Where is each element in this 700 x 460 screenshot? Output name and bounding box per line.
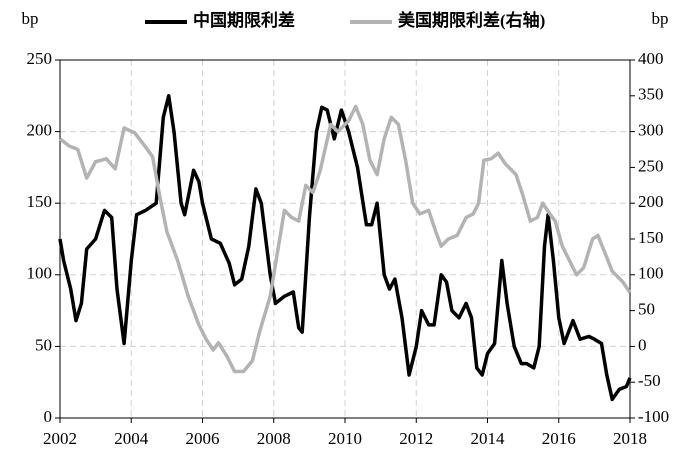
x-tick-label: 2004 <box>114 429 149 448</box>
y-tick-label: 100 <box>27 264 53 283</box>
y2-tick-label: 350 <box>638 85 664 104</box>
y2-tick-label: 200 <box>638 192 664 211</box>
y2-tick-label: 400 <box>638 49 664 68</box>
x-tick-label: 2012 <box>399 429 433 448</box>
x-tick-label: 2002 <box>43 429 77 448</box>
y-tick-label: 200 <box>27 121 53 140</box>
y2-tick-label: -50 <box>638 371 661 390</box>
y2-tick-label: 300 <box>638 121 664 140</box>
legend-label: 中国期限利差 <box>193 10 295 30</box>
line <box>58 94 632 402</box>
y2-tick-label: 50 <box>638 300 655 319</box>
x-tick-label: 2014 <box>471 429 506 448</box>
y-axis-label: bp <box>22 9 39 28</box>
y-tick-label: 150 <box>27 192 53 211</box>
y-tick-label: 0 <box>44 407 53 426</box>
x-tick-label: 2006 <box>186 429 220 448</box>
x-tick-label: 2010 <box>328 429 362 448</box>
y2-tick-label: 0 <box>638 335 647 354</box>
y2-tick-label: 150 <box>638 228 664 247</box>
x-tick-label: 2008 <box>257 429 291 448</box>
legend-label: 美国期限利差(右轴) <box>398 10 545 30</box>
y2-tick-label: 100 <box>638 264 664 283</box>
x-tick-label: 2016 <box>542 429 576 448</box>
y2-tick-label: -100 <box>638 407 669 426</box>
y-tick-label: 50 <box>35 335 52 354</box>
y-tick-label: 250 <box>27 49 53 68</box>
y2-axis-label: bp <box>652 9 669 28</box>
x-tick-label: 2018 <box>613 429 647 448</box>
line <box>58 104 632 374</box>
y2-tick-label: 250 <box>638 156 664 175</box>
